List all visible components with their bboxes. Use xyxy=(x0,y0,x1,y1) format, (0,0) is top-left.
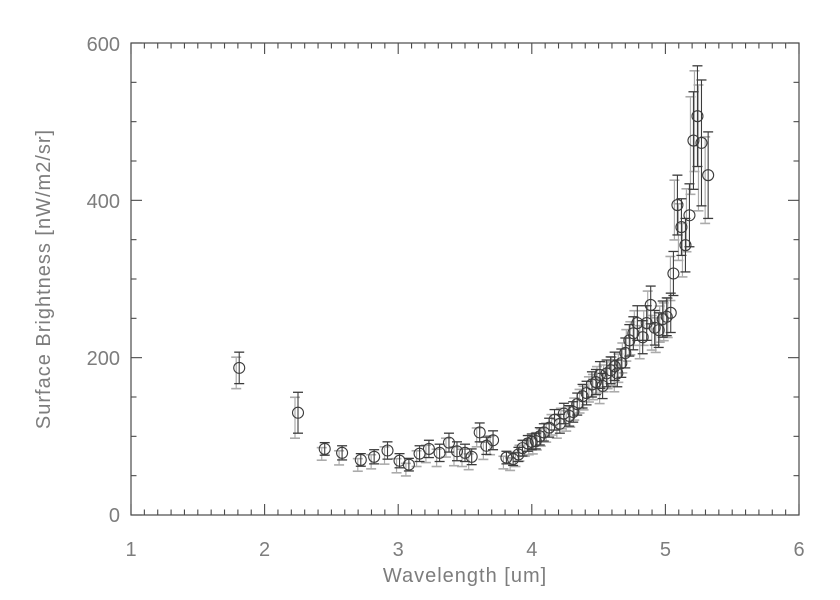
data-points-layer xyxy=(233,65,715,472)
y-tick-label-200: 200 xyxy=(87,348,120,370)
y-tick-label-0: 0 xyxy=(109,505,120,527)
x-tick-label-3: 3 xyxy=(393,539,404,561)
x-tick-labels: 1 2 3 4 5 6 xyxy=(125,539,804,561)
x-tick-label-1: 1 xyxy=(125,539,136,561)
x-tick-label-5: 5 xyxy=(660,539,671,561)
x-tick-label-6: 6 xyxy=(793,539,804,561)
y-tick-labels: 0 200 400 600 xyxy=(87,34,120,527)
x-axis-title: Wavelength [um] xyxy=(383,565,547,587)
x-tick-label-4: 4 xyxy=(526,539,537,561)
y-tick-label-400: 400 xyxy=(87,191,120,213)
x-tick-label-2: 2 xyxy=(259,539,270,561)
y-axis-title: Surface Brightness [nW/m2/sr] xyxy=(33,129,55,429)
axes-layer xyxy=(130,42,800,516)
y-tick-label-600: 600 xyxy=(87,34,120,56)
